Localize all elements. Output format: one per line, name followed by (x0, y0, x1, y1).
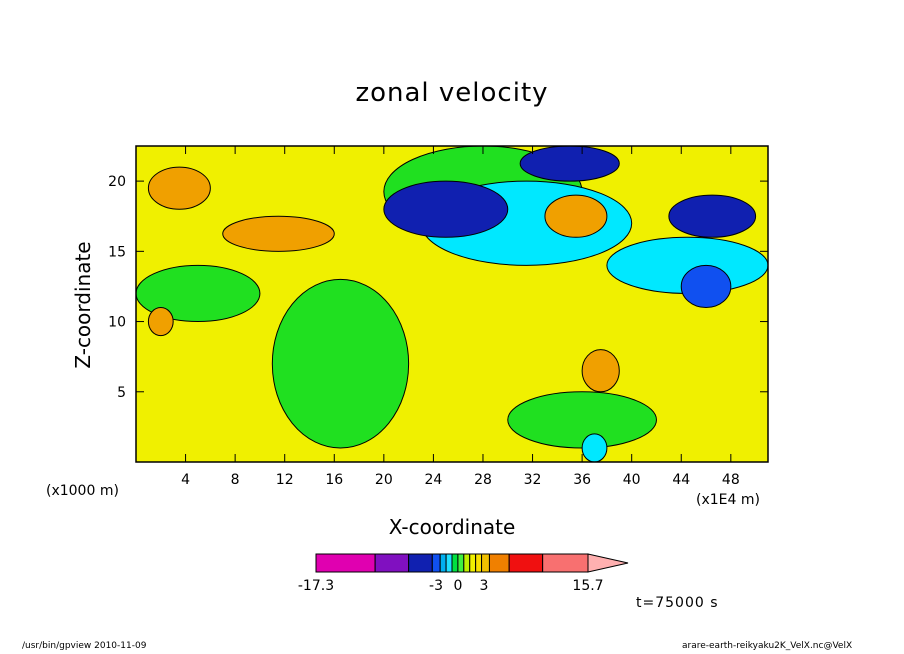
colorbar-segment (445, 553, 453, 573)
x-axis-label: X-coordinate (388, 515, 516, 539)
field-region-navy (519, 146, 620, 182)
x-unit-right: (x1E4 m) (696, 492, 760, 508)
footer-right: arare-earth-reikyaku2K_VelX.nc@VelX (682, 641, 853, 651)
field-region-orange (581, 349, 620, 393)
field-region-orange (222, 215, 335, 252)
colorbar-segment (508, 553, 544, 573)
colorbar-segment (457, 553, 465, 573)
x-tick-label: 44 (672, 472, 690, 488)
x-tick-label: 16 (325, 472, 343, 488)
field-region-green (271, 278, 410, 449)
colorbar-label: 3 (479, 578, 489, 594)
x-tick-label: 28 (474, 472, 492, 488)
field-region-orange (147, 166, 211, 210)
x-tick-label: 24 (424, 472, 442, 488)
colorbar-segment (408, 553, 433, 573)
colorbar-segment (374, 553, 410, 573)
colorbar-segment (542, 553, 589, 573)
x-tick-label: 32 (524, 472, 542, 488)
colorbar-label: 15.7 (572, 578, 604, 594)
colorbar-segment (439, 553, 447, 573)
x-tick-label: 12 (276, 472, 294, 488)
colorbar-segment (463, 553, 471, 573)
x-tick-label: 8 (231, 472, 240, 488)
field-region-orange (147, 307, 174, 337)
x-tick-label: 48 (722, 472, 740, 488)
y-tick-label: 10 (108, 315, 126, 331)
colorbar-label: -17.3 (297, 578, 335, 594)
y-tick-label: 5 (117, 385, 126, 401)
colorbar-label: -3 (429, 578, 443, 594)
field-region-blue (680, 264, 732, 309)
colorbar-segment (488, 553, 510, 573)
colorbar-segment (315, 553, 376, 573)
x-tick-label: 40 (623, 472, 641, 488)
footer-left: /usr/bin/gpview 2010-11-09 (22, 641, 147, 651)
colorbar-segment (451, 553, 459, 573)
field-region-green (507, 391, 657, 449)
colorbar-segment (475, 553, 483, 573)
colorbar-segment (431, 553, 441, 573)
y-tick-label: 15 (108, 244, 126, 260)
colorbar-label: 0 (453, 578, 463, 594)
field-region-cyan (581, 433, 608, 462)
y-tick-label: 20 (108, 174, 126, 190)
colorbar-arrow (587, 553, 629, 573)
x-unit-left: (x1000 m) (46, 483, 119, 499)
field-region-navy (383, 180, 509, 238)
x-tick-label: 36 (573, 472, 591, 488)
plot-frame (135, 145, 769, 463)
colorbar-segment (481, 553, 490, 573)
x-tick-label: 20 (375, 472, 393, 488)
colorbar-segment (469, 553, 477, 573)
time-label: t=75000 s (636, 595, 719, 611)
field-region-green (136, 264, 261, 323)
field-region-navy (668, 194, 757, 238)
x-tick-label: 4 (181, 472, 190, 488)
chart-title: zonal velocity (355, 78, 549, 108)
field-region-orange (544, 194, 608, 238)
